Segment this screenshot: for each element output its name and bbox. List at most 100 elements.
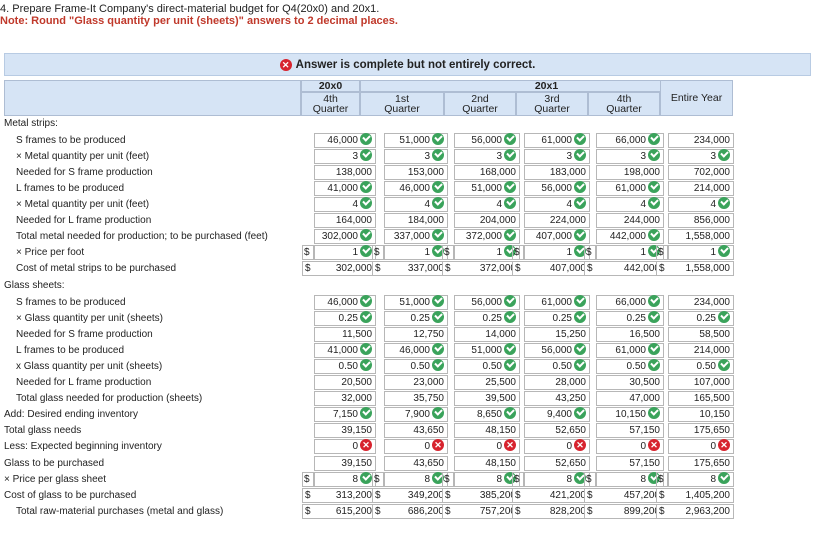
- cell-value: 244,000: [623, 215, 660, 226]
- cell-value: 52,650: [555, 425, 586, 436]
- value-cell[interactable]: 302,000: [314, 229, 376, 244]
- value-cell[interactable]: 61,000: [596, 181, 664, 196]
- cell-value: 4: [566, 199, 572, 210]
- value-cell[interactable]: 8: [314, 472, 376, 487]
- correct-check-icon: [504, 359, 516, 372]
- value-cell: 39,500: [454, 391, 520, 406]
- value-cell[interactable]: 3: [314, 149, 376, 164]
- value-cell[interactable]: 10,150: [596, 407, 664, 422]
- value-cell[interactable]: 51,000: [454, 343, 520, 358]
- value-cell[interactable]: 0 ✕: [454, 439, 520, 454]
- header-q2: 2nd Quarter: [444, 92, 516, 116]
- correct-check-icon: [648, 197, 660, 210]
- value-cell[interactable]: 3: [524, 149, 590, 164]
- value-cell[interactable]: 66,000: [596, 295, 664, 310]
- value-cell[interactable]: 1: [596, 245, 664, 260]
- cell-value: 61,000: [615, 345, 646, 356]
- value-cell[interactable]: 0.50: [384, 359, 448, 374]
- value-cell[interactable]: 8: [454, 472, 520, 487]
- value-cell[interactable]: 4: [384, 197, 448, 212]
- value-cell[interactable]: 442,000: [596, 229, 664, 244]
- value-cell[interactable]: 56,000: [454, 295, 520, 310]
- value-cell[interactable]: 61,000: [524, 295, 590, 310]
- cell-value: 1: [710, 247, 716, 258]
- value-cell[interactable]: 8,650: [454, 407, 520, 422]
- value-cell[interactable]: 3: [668, 149, 734, 164]
- value-cell[interactable]: 46,000: [314, 295, 376, 310]
- value-cell: $899,200: [584, 504, 664, 519]
- correct-check-icon: [504, 407, 516, 420]
- value-cell[interactable]: 61,000: [524, 133, 590, 148]
- correct-check-icon: [432, 311, 444, 324]
- cell-value: 313,200: [335, 490, 372, 501]
- value-cell[interactable]: 1: [314, 245, 376, 260]
- value-cell[interactable]: 0.25: [524, 311, 590, 326]
- value-cell[interactable]: 41,000: [314, 181, 376, 196]
- value-cell[interactable]: 1: [668, 245, 734, 260]
- value-cell[interactable]: 8: [524, 472, 590, 487]
- value-cell[interactable]: 372,000: [454, 229, 520, 244]
- value-cell[interactable]: 0 ✕: [524, 439, 590, 454]
- value-cell[interactable]: 0.50: [524, 359, 590, 374]
- value-cell[interactable]: 4: [668, 197, 734, 212]
- value-cell[interactable]: 9,400: [524, 407, 590, 422]
- value-cell[interactable]: 0.25: [668, 311, 734, 326]
- value-cell[interactable]: 0.50: [668, 359, 734, 374]
- value-cell[interactable]: 56,000: [524, 343, 590, 358]
- value-cell[interactable]: 0.50: [454, 359, 520, 374]
- value-cell[interactable]: 0.50: [596, 359, 664, 374]
- cell-value: 46,000: [327, 135, 358, 146]
- correct-check-icon: [648, 295, 660, 308]
- value-cell: 43,250: [524, 391, 590, 406]
- value-cell[interactable]: 51,000: [454, 181, 520, 196]
- value-cell[interactable]: 0.25: [596, 311, 664, 326]
- value-cell[interactable]: 41,000: [314, 343, 376, 358]
- value-cell[interactable]: 0.25: [384, 311, 448, 326]
- value-cell[interactable]: 0 ✕: [314, 439, 376, 454]
- value-cell[interactable]: 7,150: [314, 407, 376, 422]
- value-cell[interactable]: 4: [596, 197, 664, 212]
- value-cell[interactable]: 3: [384, 149, 448, 164]
- value-cell[interactable]: 3: [454, 149, 520, 164]
- value-cell[interactable]: 3: [596, 149, 664, 164]
- value-cell[interactable]: 1: [454, 245, 520, 260]
- value-cell[interactable]: 56,000: [454, 133, 520, 148]
- value-cell: 153,000: [384, 165, 448, 180]
- cell-value: 56,000: [471, 135, 502, 146]
- value-cell[interactable]: 0 ✕: [668, 439, 734, 454]
- table-row: Needed for S frame production 138,000 153,…: [4, 165, 734, 181]
- value-cell[interactable]: 1: [384, 245, 448, 260]
- value-cell[interactable]: 66,000: [596, 133, 664, 148]
- value-cell[interactable]: 51,000: [384, 295, 448, 310]
- cell-value: 615,200: [335, 506, 372, 517]
- value-cell[interactable]: 7,900: [384, 407, 448, 422]
- value-cell[interactable]: 56,000: [524, 181, 590, 196]
- value-cell[interactable]: 46,000: [384, 181, 448, 196]
- value-cell[interactable]: 8: [384, 472, 448, 487]
- cell-value: 757,200: [479, 506, 516, 517]
- value-cell: $828,200: [512, 504, 590, 519]
- value-cell[interactable]: 4: [314, 197, 376, 212]
- value-cell[interactable]: 0.25: [314, 311, 376, 326]
- cell-value: 28,000: [555, 377, 586, 388]
- cell-value: 421,200: [549, 490, 586, 501]
- value-cell[interactable]: 0 ✕: [596, 439, 664, 454]
- value-cell[interactable]: 407,000: [524, 229, 590, 244]
- value-cell[interactable]: 46,000: [384, 343, 448, 358]
- value-cell[interactable]: 0.25: [454, 311, 520, 326]
- cell-value: 0: [566, 441, 572, 452]
- value-cell[interactable]: 1: [524, 245, 590, 260]
- value-cell[interactable]: 4: [454, 197, 520, 212]
- value-cell[interactable]: 4: [524, 197, 590, 212]
- table-row: Glass to be purchased 39,150 43,650 48,150 5…: [4, 456, 734, 472]
- value-cell[interactable]: 51,000: [384, 133, 448, 148]
- value-cell[interactable]: 8: [668, 472, 734, 487]
- value-cell[interactable]: 46,000: [314, 133, 376, 148]
- value-cell[interactable]: 8: [596, 472, 664, 487]
- value-cell: 1,558,000: [668, 229, 734, 244]
- value-cell[interactable]: 61,000: [596, 343, 664, 358]
- value-cell: 164,000: [314, 213, 376, 228]
- value-cell[interactable]: 0.50: [314, 359, 376, 374]
- value-cell[interactable]: 0 ✕: [384, 439, 448, 454]
- value-cell[interactable]: 337,000: [384, 229, 448, 244]
